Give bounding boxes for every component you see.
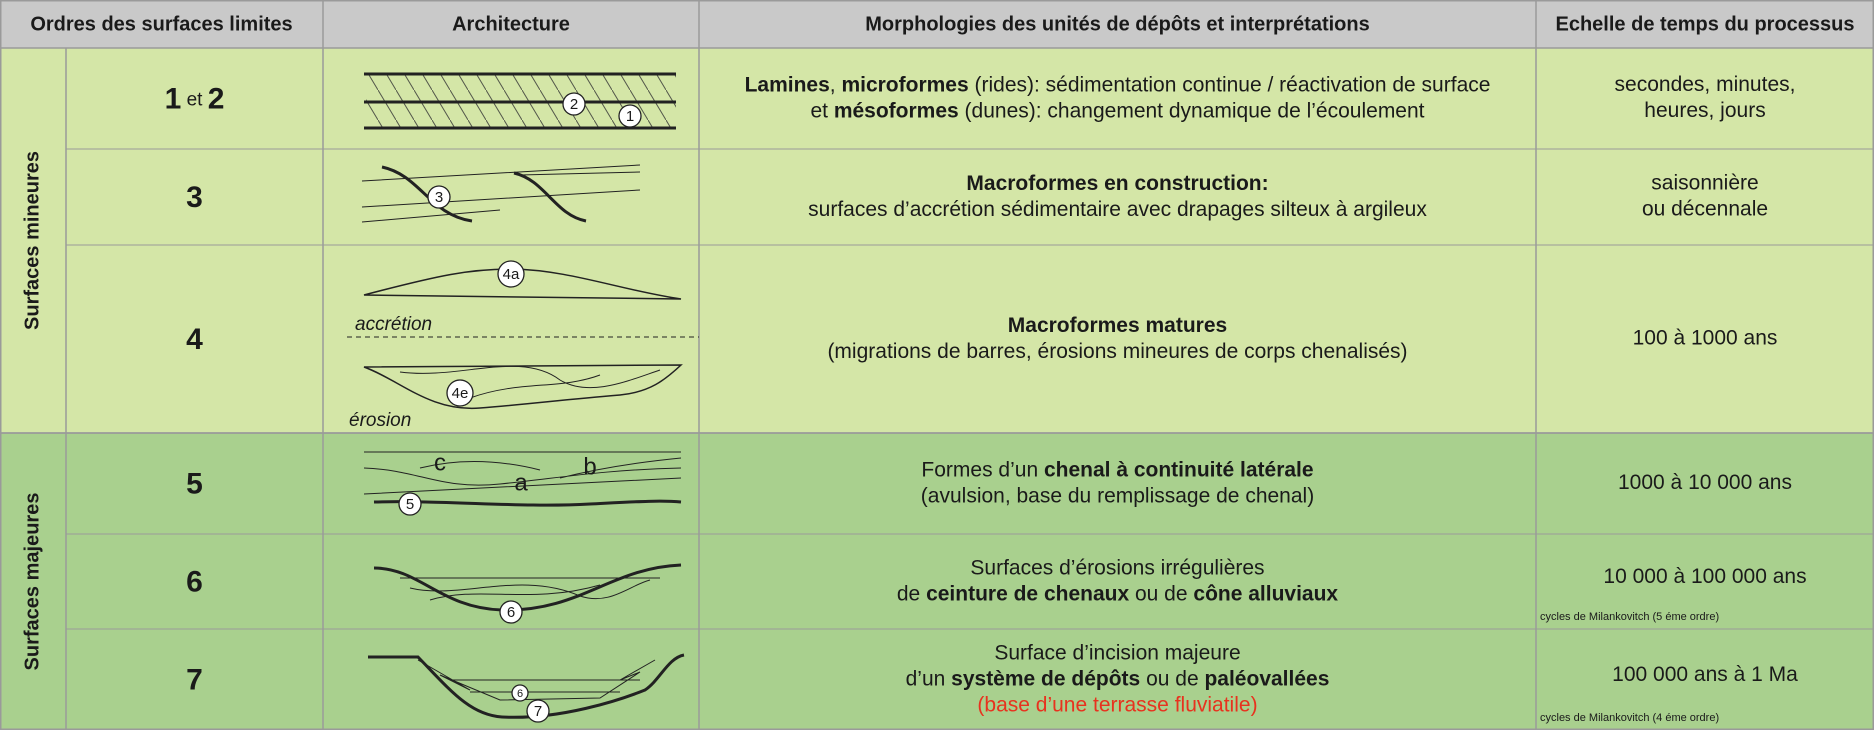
text-segment: système de dépôts [951,667,1140,690]
text-segment: (avulsion, base du remplissage de chenal… [921,484,1314,507]
text-line: 1 et 2 [165,82,225,115]
text-segment: Macroformes matures [1008,314,1227,337]
text-line: Formes d’un chenal à continuité latérale [921,458,1313,481]
sketch-5: c a b 5 [363,449,682,516]
text-line: 4 [186,323,203,356]
sketch-6: 6 [373,563,682,624]
group-label: Surfaces mineures [21,151,43,330]
text-segment: (migrations de barres, érosions mineures… [827,340,1407,363]
sketch-label: 3 [435,189,443,206]
text-segment: d’un [906,667,952,690]
sketch-label: c [434,449,446,476]
text-segment: ou de [1129,582,1193,605]
time-text: 100 à 1000 ans [1633,327,1778,350]
text-segment: 4 [186,323,203,356]
text-segment: cône alluviaux [1193,582,1338,605]
texts: Ordres des surfaces limites Architecture M… [21,13,1854,724]
text-segment: et [810,99,833,122]
text-segment: ceinture de chenaux [926,582,1129,605]
time-text: 10 000 à 100 000 ans [1603,565,1806,588]
text-segment: 3 [186,181,203,214]
text-segment: Lamines [745,73,830,96]
text-segment: chenal à continuité latérale [1044,458,1314,481]
text-segment: (rides): sédimentation continue / réacti… [969,73,1491,96]
sketch-4: accrétion 4a 4e érosion [347,260,699,431]
text-line: surfaces d’accrétion sédimentaire avec d… [808,198,1427,221]
sketch-label: 1 [626,108,634,125]
text-line: 5 [186,467,203,500]
text-line: 3 [186,181,203,214]
time-note: cycles de Milankovitch (5 éme ordre) [1540,611,1719,623]
text-segment: 2 [208,82,225,115]
time-text: ou décennale [1642,198,1768,221]
text-line: Surfaces d’érosions irrégulières [970,556,1264,579]
sketch-label: 6 [517,688,523,700]
text-line: Macroformes matures [1008,314,1227,337]
group-bg [0,48,1874,433]
time-text: heures, jours [1644,99,1765,122]
group-label: Surfaces majeures [21,493,43,671]
header-cell: Morphologies des unités de dépôts et int… [865,13,1370,35]
text-segment: , [830,73,842,96]
time-text: secondes, minutes, [1615,73,1796,96]
sketch-label: érosion [349,410,411,431]
text-segment: Surfaces d’érosions irrégulières [970,556,1264,579]
header-cell: Echelle de temps du processus [1556,13,1855,35]
text-segment: Macroformes en construction: [966,172,1268,195]
text-line: (base d’une terrasse fluviatile) [977,693,1257,716]
sketch-label: 2 [570,96,578,113]
text-segment: Formes d’un [921,458,1044,481]
header-cell: Architecture [452,13,570,35]
text-segment: mésoformes [834,99,959,122]
sketch-3: 3 [361,164,641,223]
text-line: d’un système de dépôts ou de paléovallée… [906,667,1330,690]
text-segment: (dunes): changement dynamique de l’écoul… [959,99,1425,122]
text-segment: microformes [841,73,968,96]
group-bg [0,433,1874,730]
text-line: de ceinture de chenaux ou de cône alluvi… [897,582,1339,605]
text-segment: (base d’une terrasse fluviatile) [977,693,1257,716]
sketch-label: 5 [406,496,414,513]
text-segment: 5 [186,467,203,500]
time-text: 100 000 ans à 1 Ma [1612,663,1798,686]
sketches: 2 1 3 accrétion 4a 4e érosion c a b 5 6 … [347,72,699,723]
sketch-label: 4e [452,385,469,402]
text-segment: de [897,582,926,605]
text-segment: 1 [165,82,182,115]
text-segment: 6 [186,565,203,598]
text-segment: paléovallées [1204,667,1329,690]
sketch-label: a [514,469,528,496]
text-line: 7 [186,663,203,696]
text-line: 6 [186,565,203,598]
header-cell: Ordres des surfaces limites [30,13,292,35]
header-bg [0,0,1874,48]
time-text: saisonnière [1651,172,1758,195]
time-text: 1000 à 10 000 ans [1618,471,1792,494]
time-note: cycles de Milankovitch (4 éme ordre) [1540,712,1719,724]
sketch-label: 6 [507,604,515,621]
sketch-label: b [583,453,596,480]
sketch-7: 6 7 [368,653,685,723]
sketch-label: 4a [503,266,520,283]
text-line: (avulsion, base du remplissage de chenal… [921,484,1314,507]
text-line: Surface d’incision majeure [994,641,1240,664]
text-line: (migrations de barres, érosions mineures… [827,340,1407,363]
sketch-label: accrétion [355,314,432,335]
text-line: et mésoformes (dunes): changement dynami… [810,99,1424,122]
text-segment: surfaces d’accrétion sédimentaire avec d… [808,198,1427,221]
sketch-label: 7 [534,703,542,720]
text-segment: Surface d’incision majeure [994,641,1240,664]
text-line: Lamines, microformes (rides): sédimentat… [745,73,1491,96]
sketch-1-2: 2 1 [364,72,676,130]
text-segment: et [181,90,207,111]
text-segment: 7 [186,663,203,696]
text-segment: ou de [1140,667,1204,690]
text-line: Macroformes en construction: [966,172,1268,195]
